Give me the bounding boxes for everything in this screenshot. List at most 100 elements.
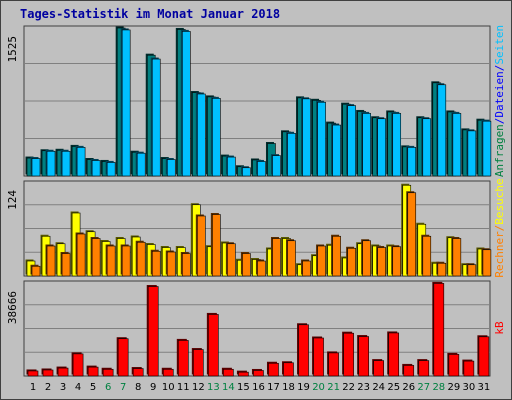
x-tick-label-day-2: 2 (45, 382, 51, 393)
bar-rechner-day-22 (347, 247, 356, 277)
x-tick-label-day-15: 15 (237, 382, 250, 393)
x-tick-label-day-20: 20 (312, 382, 325, 393)
bar-dateien-day-23 (362, 113, 371, 177)
series-label: Rechner (493, 231, 506, 278)
bar-kb-day-20 (313, 337, 324, 377)
series-label: Anfragen (493, 124, 506, 177)
bar-rechner-day-11 (182, 253, 191, 277)
bar-dateien-day-5 (91, 160, 101, 177)
bar-dateien-day-29 (452, 113, 462, 177)
bar-rechner-day-20 (317, 245, 326, 277)
bar-kb-day-19 (298, 324, 309, 377)
bar-dateien-day-28 (437, 84, 447, 177)
bar-dateien-day-3 (61, 150, 71, 177)
bar-dateien-day-4 (76, 147, 86, 177)
bar-rechner-day-8 (136, 241, 146, 277)
bar-rechner-day-15 (242, 253, 251, 277)
x-tick-label-day-12: 12 (192, 382, 205, 393)
bar-rechner-day-24 (377, 247, 386, 277)
bar-kb-day-24 (373, 360, 384, 377)
x-tick-label-day-22: 22 (342, 382, 355, 393)
bar-rechner-day-5 (91, 238, 101, 277)
bar-kb-day-14 (223, 368, 234, 377)
x-tick-label-day-7: 7 (120, 382, 126, 393)
bar-dateien-day-10 (166, 159, 176, 177)
bar-dateien-day-17 (272, 155, 281, 177)
series-label: kB (493, 321, 506, 335)
bar-kb-day-15 (238, 371, 249, 377)
x-tick-label-day-4: 4 (75, 382, 81, 393)
bar-dateien-day-1 (31, 158, 41, 177)
bar-rechner-day-10 (166, 251, 176, 277)
x-tick-label-day-23: 23 (357, 382, 370, 393)
panel-bottom: 38666 kB (6, 280, 506, 377)
bar-kb-day-18 (283, 362, 294, 377)
bar-kb-day-16 (253, 370, 264, 377)
bar-kb-day-3 (57, 367, 69, 377)
bar-kb-day-17 (268, 362, 279, 377)
x-tick-label-day-8: 8 (135, 382, 141, 393)
x-tick-label-day-29: 29 (447, 382, 460, 393)
bar-rechner-day-31 (482, 249, 492, 277)
bar-kb-day-12 (193, 349, 204, 377)
bar-rechner-day-28 (437, 262, 447, 277)
bar-dateien-day-9 (151, 58, 161, 177)
bar-dateien-day-27 (422, 118, 432, 177)
bar-kb-day-7 (117, 338, 129, 377)
bar-rechner-day-16 (257, 260, 266, 277)
bar-rechner-day-27 (422, 235, 432, 277)
bar-rechner-day-12 (197, 215, 206, 277)
bar-dateien-day-16 (257, 161, 266, 177)
bar-dateien-day-22 (347, 105, 356, 177)
x-tick-label-day-17: 17 (267, 382, 280, 393)
bar-rechner-day-18 (287, 240, 296, 277)
x-tick-label-day-6: 6 (105, 382, 111, 393)
y-axis-series-labels: Anfragen/Dateien/Seiten (493, 25, 506, 177)
bar-kb-day-31 (478, 336, 490, 377)
bar-kb-day-2 (42, 369, 54, 377)
bar-dateien-day-19 (302, 98, 311, 177)
x-tick-label-day-16: 16 (252, 382, 265, 393)
bar-rechner-day-21 (332, 235, 341, 277)
panel-middle: 124 Rechner/Besuche (6, 178, 506, 277)
bar-rechner-day-3 (61, 253, 71, 277)
bar-dateien-day-21 (332, 124, 341, 177)
bar-rechner-day-25 (392, 246, 402, 277)
series-label: / (493, 118, 506, 125)
bar-rechner-day-6 (106, 245, 116, 277)
bar-kb-day-25 (388, 332, 400, 377)
y-axis-max-label: 38666 (6, 291, 19, 324)
x-tick-label-day-19: 19 (297, 382, 310, 393)
x-tick-label-day-9: 9 (150, 382, 156, 393)
bar-dateien-day-12 (197, 93, 206, 177)
bar-dateien-day-30 (467, 130, 477, 177)
bar-kb-day-26 (403, 365, 415, 377)
x-tick-label-day-10: 10 (162, 382, 175, 393)
x-tick-label-day-11: 11 (177, 382, 190, 393)
series-label: Besuche (493, 178, 506, 224)
bar-dateien-day-15 (242, 167, 251, 177)
bar-kb-day-22 (343, 332, 354, 377)
bar-dateien-day-7 (121, 29, 131, 177)
bar-kb-day-5 (87, 366, 99, 377)
bar-kb-day-11 (178, 340, 189, 377)
bar-dateien-day-31 (482, 120, 492, 177)
bar-dateien-day-20 (317, 101, 326, 177)
x-tick-label-day-13: 13 (207, 382, 220, 393)
bar-dateien-day-18 (287, 132, 296, 177)
bar-dateien-day-13 (212, 98, 221, 177)
bar-rechner-day-4 (76, 233, 86, 277)
series-label: / (493, 65, 506, 72)
bar-kb-day-29 (448, 354, 460, 377)
bar-kb-day-10 (162, 368, 174, 377)
bar-dateien-day-24 (377, 118, 386, 177)
y-axis-max-label: 124 (6, 190, 19, 210)
x-tick-label-day-5: 5 (90, 382, 96, 393)
bar-rechner-day-29 (452, 238, 462, 277)
bar-kb-day-27 (418, 360, 430, 377)
bar-kb-day-1 (27, 370, 39, 377)
x-tick-label-day-14: 14 (222, 382, 235, 393)
chart-title: Tages-Statistik im Monat Januar 2018 (20, 7, 281, 21)
